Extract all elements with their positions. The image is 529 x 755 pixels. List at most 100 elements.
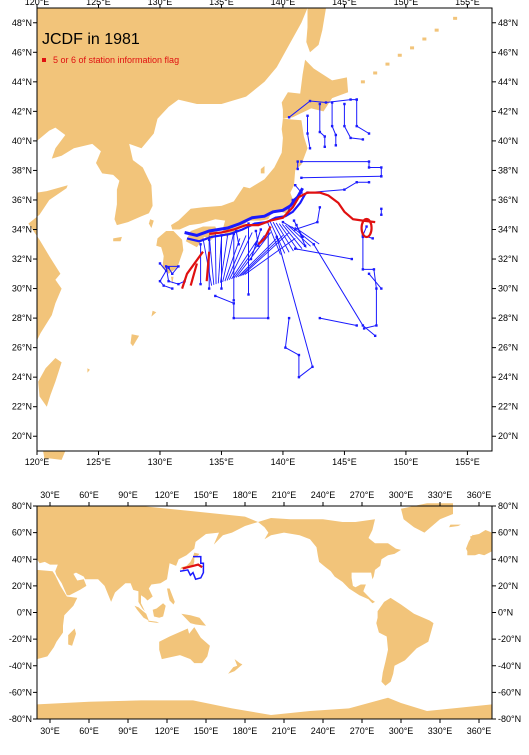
station-marker xyxy=(318,102,322,106)
world-lat-label-left: -80°N xyxy=(9,714,32,724)
lat-label-left: 26°N xyxy=(12,343,32,353)
station-marker xyxy=(167,279,170,283)
world-lon-label-top: 90°E xyxy=(118,490,138,500)
lat-label-right: 40°N xyxy=(498,136,518,146)
lat-label-right: 24°N xyxy=(498,372,518,382)
station-marker xyxy=(247,222,250,225)
station-marker xyxy=(284,346,287,349)
bottom-map-ticks: 30°E 30°E 60°E 60°E 90°E 90°E 120°E 120°E 150°E 1… xyxy=(9,490,521,736)
lon-label-bottom: 130°E xyxy=(148,457,173,467)
world-lat-label-right: -20°N xyxy=(498,634,521,644)
lat-label-left: 30°N xyxy=(12,284,32,294)
station-marker xyxy=(318,206,322,209)
station-marker xyxy=(300,160,303,163)
lon-label-top: 125°E xyxy=(86,0,111,7)
world-map: 30°E 30°E 60°E 60°E 90°E 90°E 120°E 120°E 150°E 1… xyxy=(9,490,521,736)
station-track xyxy=(226,235,247,281)
lat-label-right: 30°N xyxy=(498,284,518,294)
world-lat-label-right: -60°N xyxy=(498,687,521,697)
station-marker xyxy=(372,268,376,271)
lat-label-left: 32°N xyxy=(12,254,32,264)
flagged-loop xyxy=(360,217,373,239)
world-lat-label-left: 60°N xyxy=(12,528,32,538)
lon-label-top: 145°E xyxy=(332,0,357,7)
world-lon-label-top: 60°E xyxy=(79,490,99,500)
station-marker xyxy=(343,124,346,128)
station-marker xyxy=(308,99,312,103)
station-marker xyxy=(214,294,217,298)
world-lon-label-top: 240°E xyxy=(311,490,336,500)
station-marker xyxy=(254,229,258,233)
land-luzon-tip xyxy=(43,451,66,460)
station-marker xyxy=(355,324,358,327)
continent-south-america xyxy=(376,597,434,686)
lat-label-right: 32°N xyxy=(498,254,518,264)
station-marker xyxy=(330,124,334,128)
kuril-island xyxy=(360,80,365,84)
lat-label-left: 48°N xyxy=(12,18,32,28)
map-title: JCDF in 1981 xyxy=(42,31,140,48)
station-marker xyxy=(367,272,371,275)
lat-label-right: 44°N xyxy=(498,77,518,87)
station-marker xyxy=(323,135,326,138)
station-track xyxy=(362,236,377,329)
station-marker xyxy=(162,284,165,287)
station-marker xyxy=(296,167,299,171)
station-marker xyxy=(257,244,260,247)
continent-iceland xyxy=(449,524,461,528)
lon-label-top: 130°E xyxy=(148,0,173,7)
lat-label-left: 38°N xyxy=(12,165,32,175)
station-marker xyxy=(375,324,378,327)
world-lon-label-bottom: 330°E xyxy=(428,726,453,736)
land-ishigaki xyxy=(87,368,90,373)
station-track xyxy=(285,224,307,248)
world-lon-label-bottom: 240°E xyxy=(311,726,336,736)
station-marker xyxy=(220,287,223,290)
station-track xyxy=(301,175,382,179)
world-lat-label-left: -40°N xyxy=(9,661,32,671)
station-marker xyxy=(380,287,383,290)
world-lat-label-left: 40°N xyxy=(12,554,32,564)
continent-new-guinea xyxy=(181,613,206,626)
station-marker xyxy=(287,116,291,119)
station-track xyxy=(331,102,337,146)
station-marker xyxy=(259,228,263,231)
world-flagged-track xyxy=(182,563,203,570)
station-marker xyxy=(232,316,235,320)
world-lon-label-bottom: 360°E xyxy=(467,726,492,736)
kuril-island xyxy=(397,53,402,57)
station-marker xyxy=(380,166,383,169)
continent-sumatra xyxy=(134,605,149,621)
station-marker xyxy=(311,365,314,369)
station-marker xyxy=(350,257,354,261)
station-track xyxy=(278,223,299,251)
station-marker xyxy=(367,132,371,135)
world-track xyxy=(179,555,205,581)
world-lon-label-bottom: 210°E xyxy=(272,726,297,736)
station-marker xyxy=(167,266,170,270)
station-marker xyxy=(294,184,297,187)
world-lon-label-bottom: 150°E xyxy=(194,726,219,736)
legend-marker xyxy=(42,58,46,62)
world-lat-label-right: 60°N xyxy=(498,528,518,538)
kuril-island xyxy=(373,71,378,75)
station-track xyxy=(222,232,235,283)
station-marker xyxy=(199,282,202,286)
lat-label-left: 34°N xyxy=(12,225,32,235)
lon-label-bottom: 150°E xyxy=(394,457,419,467)
lon-label-bottom: 135°E xyxy=(209,457,234,467)
continent-australia xyxy=(159,627,210,664)
station-track xyxy=(343,104,363,140)
world-lon-label-top: 270°E xyxy=(350,490,375,500)
station-track xyxy=(281,224,303,249)
world-lon-label-top: 180°E xyxy=(233,490,258,500)
kuril-island xyxy=(410,46,415,50)
station-marker xyxy=(232,299,235,302)
land-asia-mainland xyxy=(37,8,308,226)
station-marker xyxy=(361,235,365,239)
station-track xyxy=(291,226,316,246)
lat-label-left: 42°N xyxy=(12,106,32,116)
station-track xyxy=(220,235,229,283)
station-marker xyxy=(375,287,378,290)
